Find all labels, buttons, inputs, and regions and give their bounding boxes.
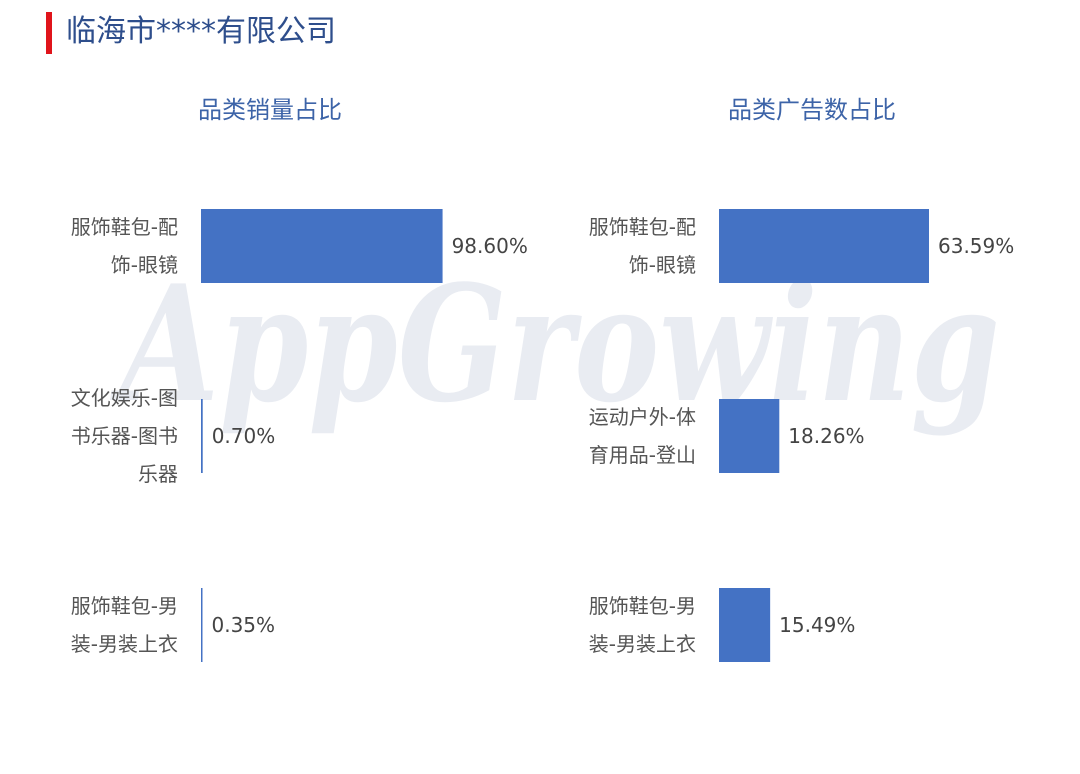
category-label: 书乐器-图书: [71, 424, 178, 448]
data-label: 98.60%: [452, 234, 528, 258]
bar: [201, 399, 203, 473]
category-label: 装-男装上衣: [71, 632, 178, 656]
category-label: 服饰鞋包-男: [589, 594, 696, 618]
category-label: 运动户外-体: [589, 405, 696, 429]
category-label: 饰-眼镜: [629, 253, 696, 277]
data-label: 0.35%: [212, 613, 276, 637]
bar: [719, 399, 780, 473]
category-label: 育用品-登山: [589, 443, 696, 467]
bar: [719, 209, 929, 283]
category-label: 装-男装上衣: [589, 632, 696, 656]
category-label: 饰-眼镜: [111, 253, 178, 277]
title-accent-bar: [46, 12, 52, 54]
category-label: 文化娱乐-图: [71, 386, 178, 410]
data-label: 18.26%: [788, 424, 864, 448]
data-label: 0.70%: [212, 424, 276, 448]
chart-title: 品类销量占比: [198, 96, 342, 124]
bar: [201, 588, 203, 662]
data-label: 63.59%: [938, 234, 1014, 258]
data-label: 15.49%: [779, 613, 855, 637]
chart-title: 品类广告数占比: [728, 96, 896, 124]
category-label: 服饰鞋包-配: [71, 215, 178, 239]
bar: [719, 588, 771, 662]
category-label: 乐器: [138, 462, 178, 486]
bar: [201, 209, 443, 283]
category-label: 服饰鞋包-配: [589, 215, 696, 239]
category-label: 服饰鞋包-男: [71, 594, 178, 618]
company-title: 临海市****有限公司: [66, 14, 336, 49]
